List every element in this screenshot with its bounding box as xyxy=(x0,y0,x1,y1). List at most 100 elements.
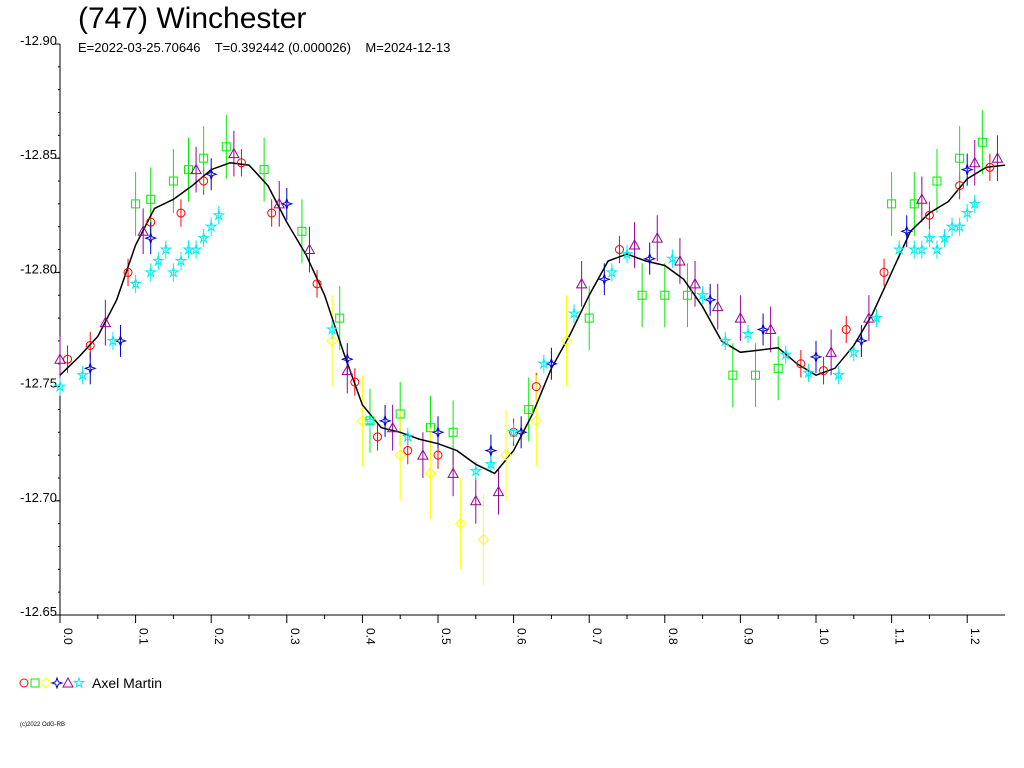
data-point-star5 xyxy=(151,254,165,267)
data-point-square xyxy=(660,290,670,300)
data-point-star4 xyxy=(514,425,528,439)
data-point-star4 xyxy=(854,334,868,348)
x-tick-label: 1.2 xyxy=(968,628,982,645)
data-point-star5 xyxy=(666,251,679,265)
data-point-triangle xyxy=(711,300,724,312)
data-point-star4 xyxy=(113,334,128,348)
x-tick-label: 0.8 xyxy=(666,628,680,645)
data-point-star4 xyxy=(703,293,717,307)
legend-marker-star4 xyxy=(50,676,64,690)
y-tick-label: -12.90 xyxy=(20,33,57,48)
legend-marker-circle xyxy=(19,678,29,688)
data-point-circle xyxy=(841,325,851,334)
data-point-circle xyxy=(350,377,360,387)
copyright-note: (c)2022 OdG-RB xyxy=(20,722,66,728)
legend-symbols xyxy=(19,676,86,690)
data-point-triangle xyxy=(575,277,588,289)
data-point-circle xyxy=(403,446,413,456)
data-point-star4 xyxy=(597,272,611,286)
data-point-triangle xyxy=(628,238,641,250)
data-point-square xyxy=(297,226,307,236)
y-tick-label: -12.75 xyxy=(20,376,57,391)
data-point-circle xyxy=(199,176,209,186)
x-tick-label: 0.1 xyxy=(137,628,151,645)
data-point-star5 xyxy=(847,345,861,358)
data-point-triangle xyxy=(99,316,112,328)
x-tick-label: 0.5 xyxy=(439,628,453,645)
data-point-star4 xyxy=(340,352,354,366)
data-point-star4 xyxy=(83,361,97,375)
data-point-triangle xyxy=(447,467,459,478)
data-point-star5 xyxy=(144,265,158,278)
data-point-diamond xyxy=(326,335,338,347)
data-point-star5 xyxy=(53,379,67,393)
data-point-star4 xyxy=(378,414,392,428)
data-point-square xyxy=(728,370,738,380)
data-point-triangle xyxy=(825,346,837,357)
data-point-star5 xyxy=(718,334,732,347)
data-point-star5 xyxy=(159,242,173,255)
data-point-circle xyxy=(531,382,541,392)
data-point-triangle xyxy=(303,243,316,255)
data-point-square xyxy=(146,194,156,204)
data-point-square xyxy=(184,165,194,175)
data-point-triangle xyxy=(492,485,505,497)
data-point-circle xyxy=(267,208,277,218)
data-point-circle xyxy=(236,158,246,168)
data-point-square xyxy=(751,370,761,380)
data-point-circle xyxy=(924,210,934,220)
data-point-triangle xyxy=(54,353,66,364)
legend-marker-square xyxy=(30,678,40,688)
data-point-diamond xyxy=(394,449,406,461)
data-points xyxy=(53,137,1004,546)
x-tick-label: 0.0 xyxy=(61,628,75,645)
x-tick-label: 0.9 xyxy=(741,628,755,645)
data-point-star5 xyxy=(537,357,551,370)
data-point-star5 xyxy=(401,430,415,443)
data-point-square xyxy=(168,176,178,186)
data-point-circle xyxy=(433,450,443,460)
data-point-square xyxy=(335,313,345,323)
data-point-triangle xyxy=(417,449,429,460)
data-point-square xyxy=(524,404,534,414)
data-point-circle xyxy=(373,432,383,442)
data-point-triangle xyxy=(915,193,928,204)
data-point-star4 xyxy=(204,167,218,181)
data-point-star5 xyxy=(469,464,483,477)
data-point-star5 xyxy=(620,247,634,260)
data-point-star4 xyxy=(144,231,158,245)
data-point-star5 xyxy=(197,231,211,244)
data-point-star4 xyxy=(809,350,823,364)
data-point-circle xyxy=(614,245,624,255)
data-point-square xyxy=(909,199,919,209)
x-tick-label: 1.0 xyxy=(817,628,831,645)
data-point-square xyxy=(932,176,942,186)
data-point-star5 xyxy=(212,208,226,221)
data-point-star5 xyxy=(76,368,90,381)
data-point-diamond xyxy=(560,335,573,347)
legend-marker-triangle xyxy=(62,676,74,688)
data-point-star4 xyxy=(960,163,974,177)
x-tick-label: 0.4 xyxy=(363,628,377,645)
data-point-star5 xyxy=(325,322,339,335)
data-point-diamond xyxy=(477,533,490,546)
data-point-star5 xyxy=(174,254,188,267)
data-point-star4 xyxy=(484,444,498,458)
data-point-star5 xyxy=(953,219,967,233)
data-point-circle xyxy=(819,366,829,376)
data-point-triangle xyxy=(190,163,202,175)
data-point-square xyxy=(395,409,405,419)
data-point-star4 xyxy=(544,357,558,371)
data-point-triangle xyxy=(273,197,286,209)
data-point-star5 xyxy=(779,347,793,361)
data-point-square xyxy=(448,427,458,437)
data-point-star5 xyxy=(129,277,143,290)
data-point-triangle xyxy=(734,312,747,323)
chart-title: (747) Winchester xyxy=(78,2,307,35)
y-tick-label: -12.85 xyxy=(20,147,57,162)
data-point-triangle xyxy=(863,312,875,323)
data-point-triangle xyxy=(651,232,664,243)
data-point-star5 xyxy=(484,457,498,470)
data-point-triangle xyxy=(469,494,482,506)
data-point-square xyxy=(221,142,231,152)
